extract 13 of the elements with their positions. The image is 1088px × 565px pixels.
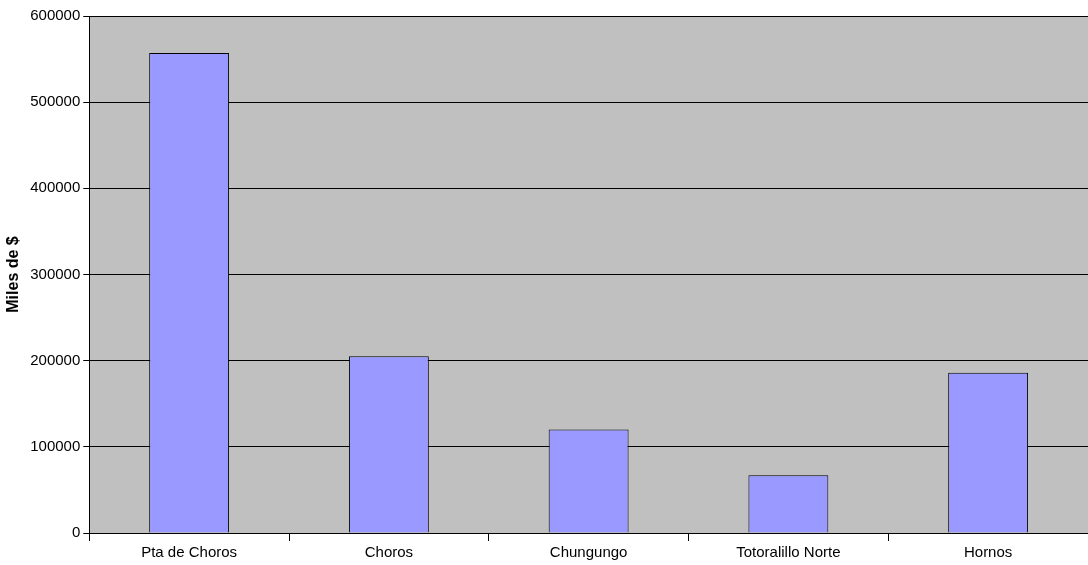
y-axis-title: Miles de $: [4, 236, 22, 313]
y-tick-label: 100000: [30, 436, 81, 454]
y-tick-label: 500000: [30, 92, 81, 110]
y-tick-label: 200000: [30, 350, 81, 368]
y-tick-label: 600000: [30, 6, 81, 24]
y-tick-label: 400000: [30, 178, 81, 196]
y-tick-label: 300000: [30, 264, 81, 282]
x-tick-label: Pta de Choros: [141, 543, 238, 561]
x-tick-label: Totoralillo Norte: [736, 543, 841, 561]
x-tick-label: Chungungo: [549, 543, 628, 561]
x-tick-label: Hornos: [963, 543, 1013, 561]
y-tick-label: 0: [71, 523, 81, 541]
x-tick-label: Choros: [364, 543, 414, 561]
